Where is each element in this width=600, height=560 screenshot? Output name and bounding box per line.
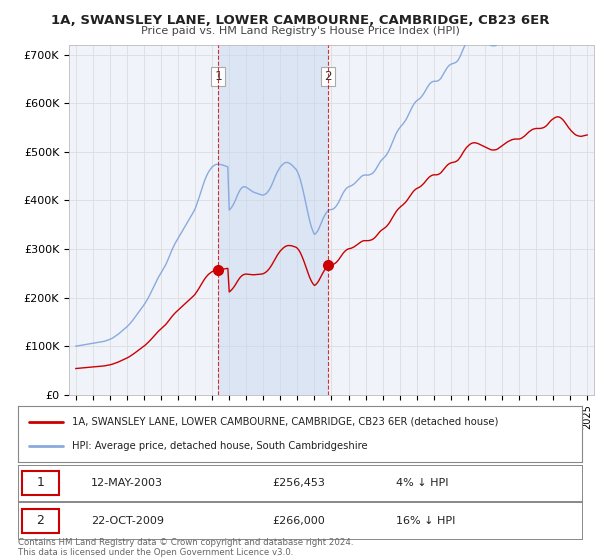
Text: 1A, SWANSLEY LANE, LOWER CAMBOURNE, CAMBRIDGE, CB23 6ER: 1A, SWANSLEY LANE, LOWER CAMBOURNE, CAMB… — [51, 14, 549, 27]
Text: 2: 2 — [325, 70, 332, 83]
Text: £256,453: £256,453 — [272, 478, 325, 488]
Text: 4% ↓ HPI: 4% ↓ HPI — [396, 478, 448, 488]
Text: 1: 1 — [215, 70, 222, 83]
Text: 22-OCT-2009: 22-OCT-2009 — [91, 516, 164, 525]
Text: HPI: Average price, detached house, South Cambridgeshire: HPI: Average price, detached house, Sout… — [71, 441, 367, 451]
Text: Price paid vs. HM Land Registry's House Price Index (HPI): Price paid vs. HM Land Registry's House … — [140, 26, 460, 36]
Text: £266,000: £266,000 — [272, 516, 325, 525]
Text: 12-MAY-2003: 12-MAY-2003 — [91, 478, 163, 488]
Text: 1: 1 — [37, 477, 44, 489]
Bar — [218, 45, 328, 395]
Text: Contains HM Land Registry data © Crown copyright and database right 2024.
This d: Contains HM Land Registry data © Crown c… — [18, 538, 353, 557]
FancyBboxPatch shape — [22, 471, 59, 495]
FancyBboxPatch shape — [22, 508, 59, 533]
Text: 1A, SWANSLEY LANE, LOWER CAMBOURNE, CAMBRIDGE, CB23 6ER (detached house): 1A, SWANSLEY LANE, LOWER CAMBOURNE, CAMB… — [71, 417, 498, 427]
Text: 16% ↓ HPI: 16% ↓ HPI — [396, 516, 455, 525]
Text: 2: 2 — [37, 514, 44, 527]
